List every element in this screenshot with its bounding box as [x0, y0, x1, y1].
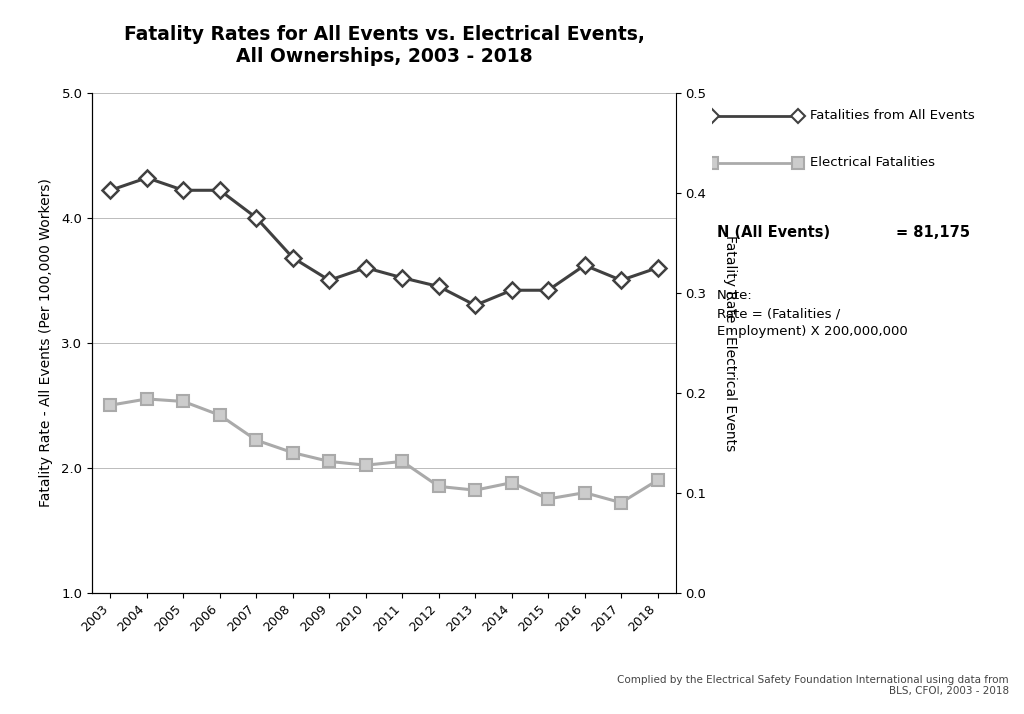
Text: N (All Events): N (All Events): [717, 225, 829, 240]
Text: Fatalities from All Events: Fatalities from All Events: [810, 109, 975, 122]
Text: Fatality Rates for All Events vs. Electrical Events,
All Ownerships, 2003 - 2018: Fatality Rates for All Events vs. Electr…: [124, 25, 644, 66]
Text: Electrical Fatalities: Electrical Fatalities: [810, 156, 935, 169]
Text: = 81,175: = 81,175: [896, 225, 970, 240]
Text: Note:
Rate = (Fatalities /
Employment) X 200,000,000: Note: Rate = (Fatalities / Employment) X…: [717, 289, 907, 338]
Text: Complied by the Electrical Safety Foundation International using data from
BLS, : Complied by the Electrical Safety Founda…: [617, 675, 1009, 696]
Y-axis label: Fatality Rate - Electrical Events: Fatality Rate - Electrical Events: [723, 235, 737, 451]
Y-axis label: Fatality Rate - All Events (Per 100,000 Workers): Fatality Rate - All Events (Per 100,000 …: [39, 178, 53, 507]
